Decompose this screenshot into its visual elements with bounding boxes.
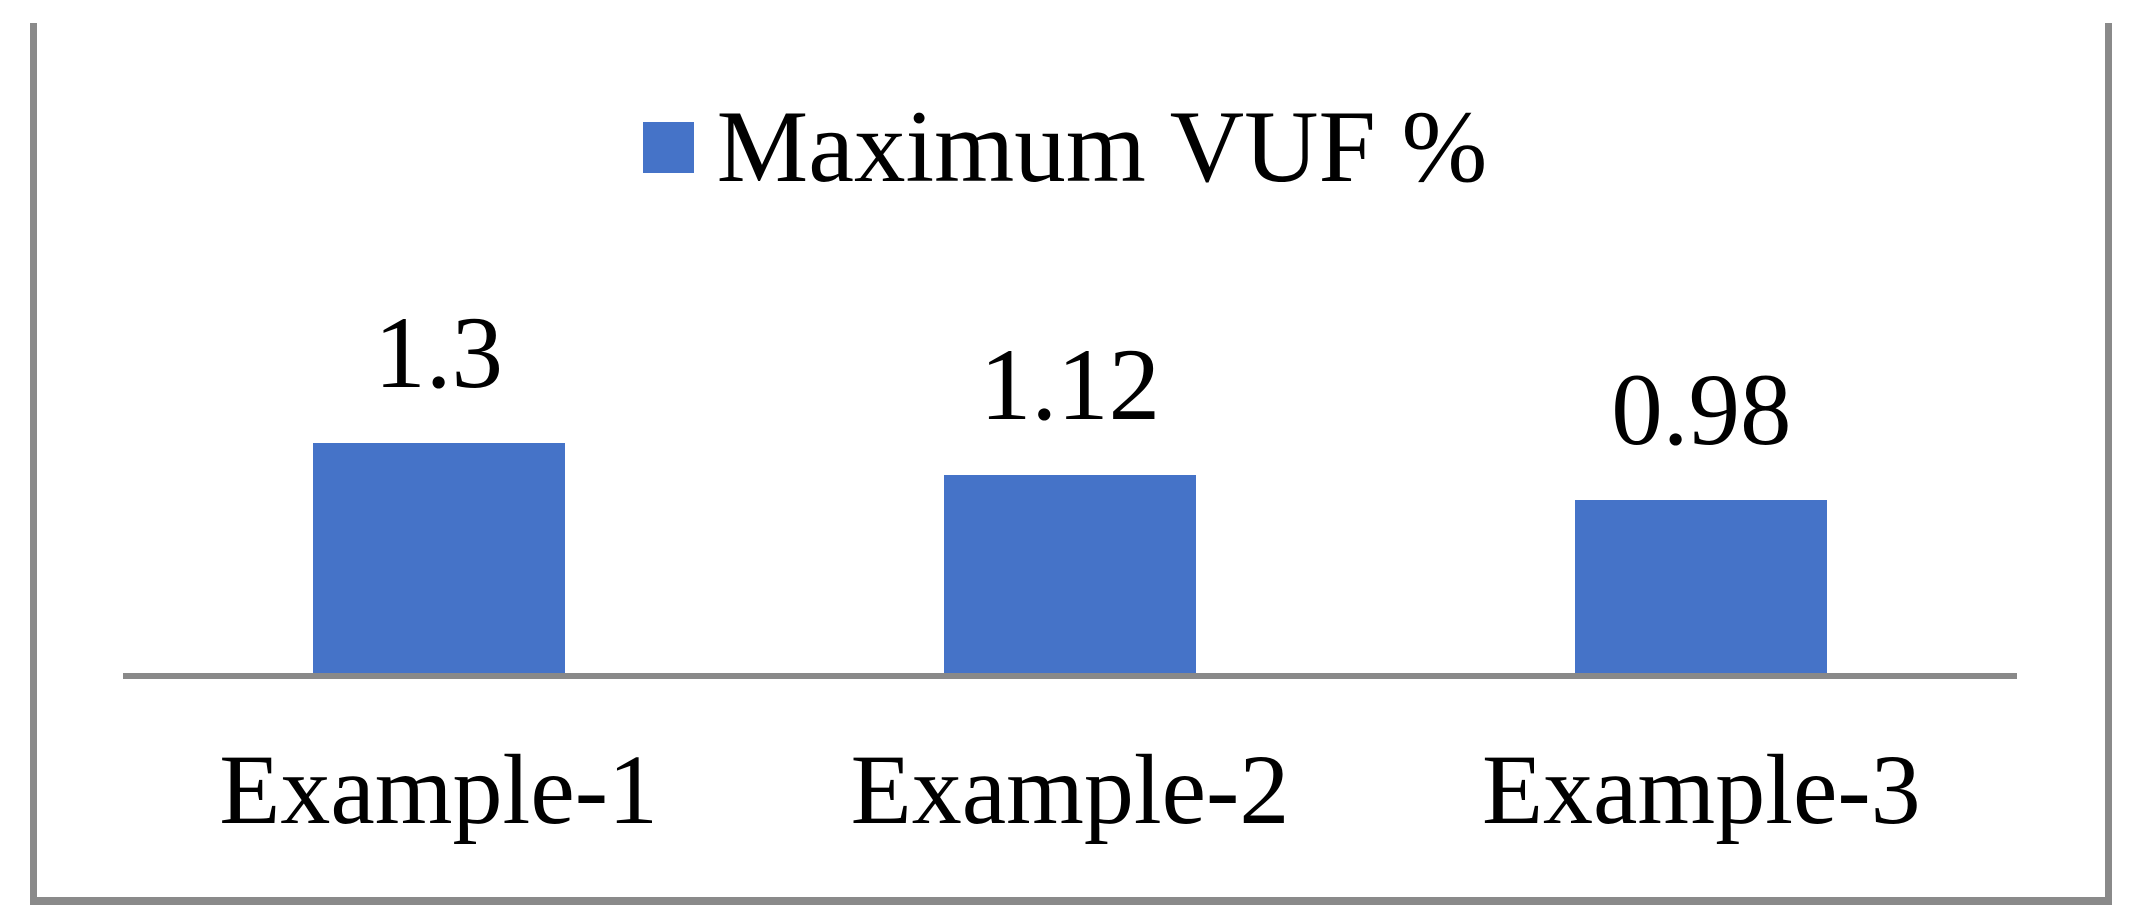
category-label: Example-1	[219, 734, 659, 845]
plot-area: 1.3 1.12 0.98	[123, 0, 2017, 673]
bar	[943, 475, 1196, 673]
bar-group: 1.3	[123, 302, 754, 673]
data-label: 1.3	[374, 296, 504, 410]
category-axis: Example-1 Example-2 Example-3	[123, 740, 2017, 840]
x-axis-line	[123, 673, 2017, 679]
bar	[312, 443, 565, 673]
legend-swatch-icon	[642, 121, 694, 173]
category-label: Example-2	[850, 734, 1290, 845]
category-label: Example-3	[1481, 734, 1921, 845]
legend-label: Maximum VUF %	[716, 89, 1488, 204]
bar	[1575, 500, 1828, 673]
data-label: 0.98	[1611, 353, 1792, 467]
bar-group: 1.12	[754, 334, 1385, 673]
data-label: 1.12	[979, 328, 1161, 442]
legend: Maximum VUF %	[0, 95, 2130, 199]
bar-group: 0.98	[1386, 359, 2017, 673]
